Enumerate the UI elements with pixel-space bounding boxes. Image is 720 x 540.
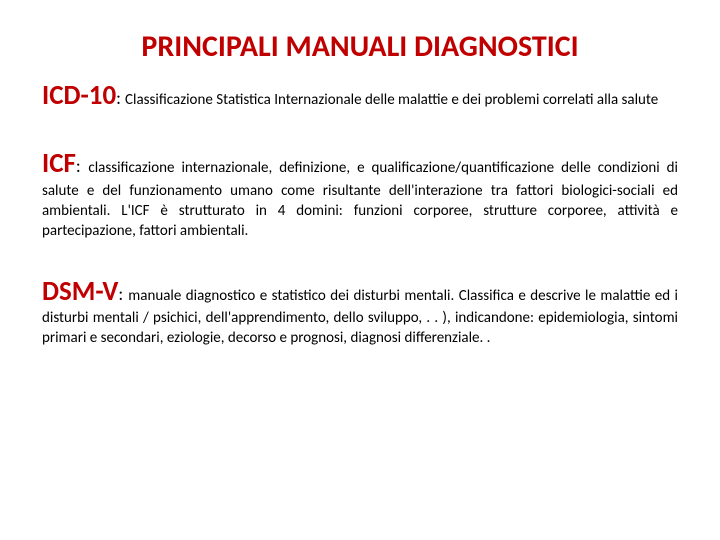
slide-title: PRINCIPALI MANUALI DIAGNOSTICI bbox=[42, 28, 678, 65]
entry-colon: : bbox=[118, 283, 128, 305]
entry-term: ICF bbox=[42, 147, 76, 180]
entry-colon: : bbox=[116, 87, 125, 109]
entry-icf: ICF: classificazione internazionale, def… bbox=[42, 147, 678, 241]
entry-dsmv: DSM-V: manuale diagnostico e statistico … bbox=[42, 275, 678, 349]
entry-term: DSM-V bbox=[42, 275, 118, 308]
entry-term: ICD-10 bbox=[42, 79, 116, 112]
entry-desc: classificazione internazionale, definizi… bbox=[42, 159, 678, 240]
entry-desc: manuale diagnostico e statistico dei dis… bbox=[42, 287, 678, 348]
entry-colon: : bbox=[76, 155, 88, 177]
entry-desc: Classificazione Statistica Internazional… bbox=[125, 91, 658, 109]
entry-icd10: ICD-10: Classificazione Statistica Inter… bbox=[42, 79, 678, 113]
